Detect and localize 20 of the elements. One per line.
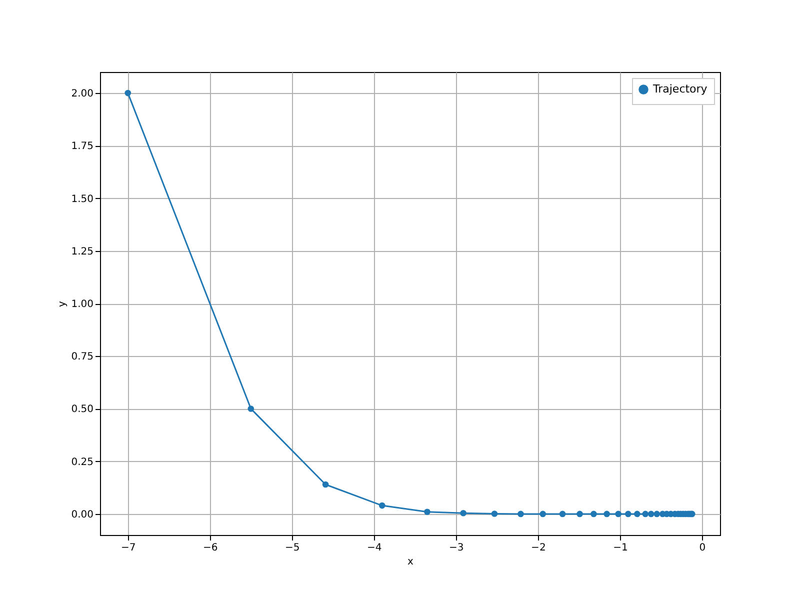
y-tick-label: 0.00: [71, 509, 94, 520]
x-tick-label: −7: [121, 542, 136, 554]
legend-label: Trajectory: [652, 82, 708, 96]
x-tick-label: −5: [285, 542, 300, 554]
y-tick-label: 1.50: [71, 194, 94, 205]
x-tick-label: −1: [613, 542, 628, 554]
y-tick-label: 0.25: [71, 456, 94, 468]
x-axis-title: x: [408, 556, 414, 568]
y-tick-label: 1.75: [71, 141, 94, 152]
x-tick-label: 0: [699, 542, 706, 554]
y-tick-label: 0.75: [71, 352, 94, 363]
y-tick-label: 1.25: [71, 246, 94, 258]
x-tick-label: −4: [367, 542, 382, 554]
x-tick-label: −6: [203, 542, 218, 554]
y-axis-title: y: [57, 300, 68, 307]
y-tick-label: 2.00: [71, 88, 94, 100]
x-tick-label: −2: [531, 542, 546, 554]
y-tick-label: 0.50: [71, 404, 94, 416]
x-tick-label: −3: [449, 542, 464, 554]
y-tick-label: 1.00: [71, 299, 94, 310]
